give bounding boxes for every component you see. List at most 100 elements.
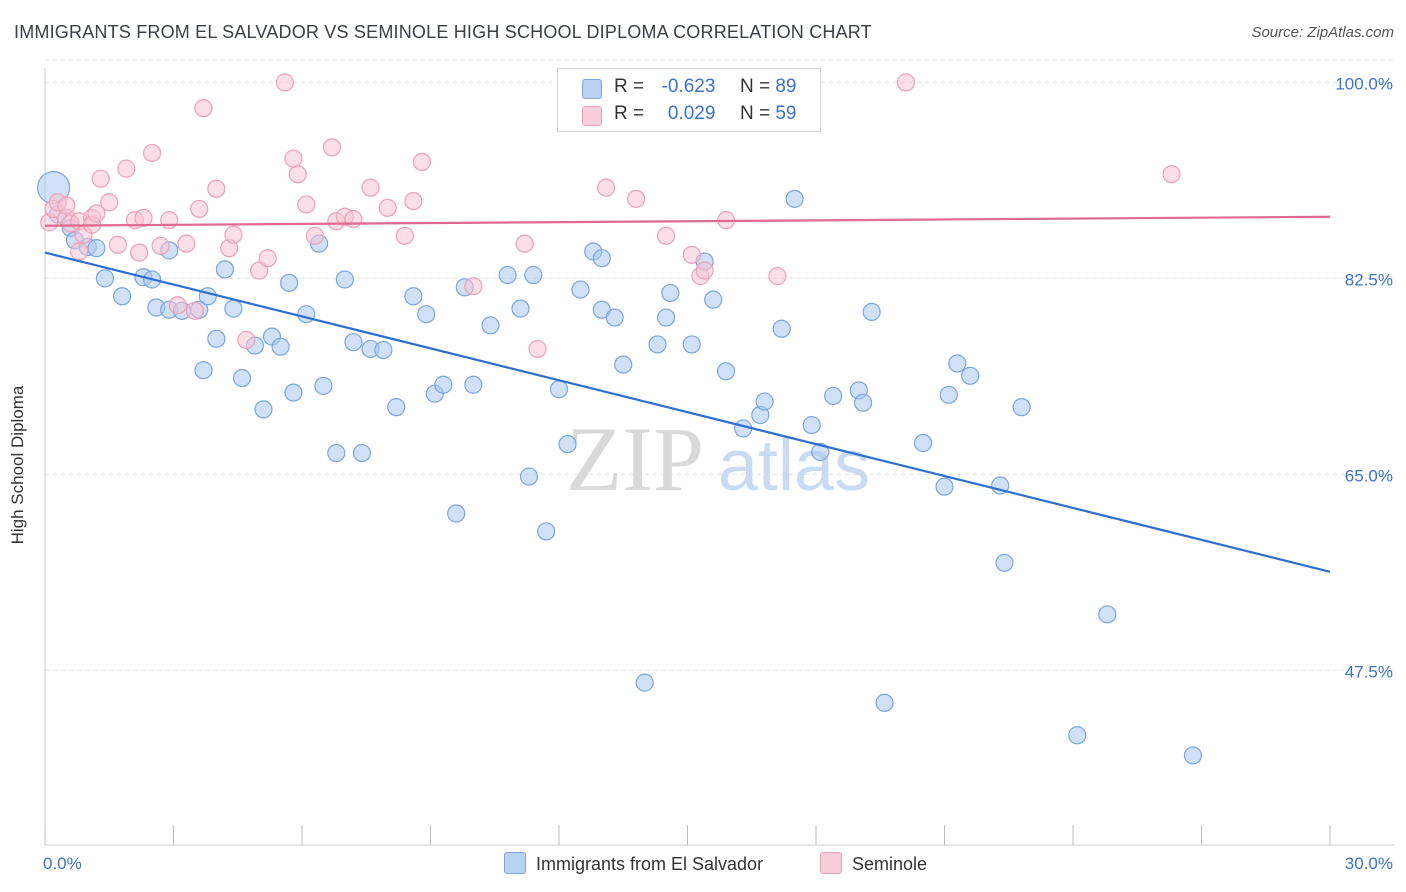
watermark: ZIP atlas	[566, 408, 870, 510]
point-pink	[117, 159, 136, 178]
point-blue	[447, 504, 466, 523]
point-pink	[130, 243, 149, 262]
point-blue	[802, 415, 821, 435]
point-blue	[592, 249, 611, 268]
trend-line-blue	[44, 251, 1331, 573]
point-blue	[434, 375, 453, 394]
point-blue	[404, 287, 423, 306]
trend-layer	[44, 215, 1331, 573]
point-blue	[232, 368, 252, 388]
point-blue	[614, 355, 633, 374]
point-blue	[935, 477, 954, 496]
point-blue	[862, 302, 881, 322]
point-pink	[288, 165, 307, 184]
point-pink	[597, 178, 616, 197]
legend-item-blue[interactable]: Immigrants from El Salvador	[504, 852, 763, 875]
point-pink	[177, 234, 196, 253]
point-pink	[151, 236, 170, 255]
point-blue	[824, 386, 843, 406]
x-tick-label-max: 30.0%	[1345, 854, 1393, 873]
point-blue	[519, 467, 539, 486]
point-blue	[913, 433, 933, 453]
point-blue	[961, 366, 980, 385]
point-pink	[412, 152, 432, 172]
point-pink	[284, 149, 303, 168]
point-pink	[361, 178, 380, 197]
blue-n-value: 89	[775, 76, 797, 97]
point-pink	[207, 179, 226, 198]
point-blue	[811, 442, 830, 462]
point-blue	[112, 287, 132, 306]
point-blue	[498, 265, 517, 285]
pink-r-value: 0.029	[667, 103, 716, 124]
point-blue	[297, 305, 316, 324]
chart-title: IMMIGRANTS FROM EL SALVADOR VS SEMINOLE …	[14, 22, 872, 42]
point-pink	[275, 73, 294, 92]
point-pink	[395, 226, 414, 245]
point-blue	[254, 400, 273, 419]
y-tick-label: 100.0%	[1335, 74, 1393, 93]
point-blue	[682, 335, 701, 354]
point-blue	[1183, 746, 1203, 765]
point-pink	[250, 261, 269, 280]
point-pink	[322, 138, 342, 157]
point-pink	[626, 189, 646, 208]
point-pink	[190, 199, 209, 219]
point-blue	[755, 392, 774, 411]
point-pink	[464, 277, 483, 296]
point-blue	[387, 398, 406, 417]
point-blue	[198, 287, 217, 306]
point-blue	[224, 299, 243, 318]
pink-n-value: 59	[775, 103, 797, 124]
point-pink	[57, 196, 76, 215]
point-pink	[185, 301, 205, 320]
point-blue	[605, 308, 624, 327]
point-pink	[160, 211, 179, 230]
point-blue	[481, 316, 500, 335]
point-blue	[648, 335, 667, 354]
point-blue	[511, 299, 530, 318]
point-pink	[168, 296, 187, 315]
point-pink	[297, 195, 316, 214]
blue-r-value: -0.623	[661, 76, 716, 97]
point-pink	[70, 242, 89, 261]
point-blue	[215, 260, 234, 279]
point-blue	[314, 376, 333, 395]
point-blue	[1098, 605, 1117, 624]
legend-blue-label: Immigrants from El Salvador	[536, 854, 764, 874]
point-pink	[656, 226, 676, 245]
legend-blue-swatch	[504, 852, 526, 874]
point-blue	[284, 383, 303, 402]
point-blue	[335, 270, 354, 289]
point-blue	[95, 269, 115, 288]
pink-n-label: N =	[739, 103, 771, 124]
point-pink	[344, 209, 363, 229]
point-blue	[704, 290, 723, 309]
point-pink	[87, 204, 106, 223]
source-label: Source: ZipAtlas.com	[1251, 24, 1394, 41]
point-pink	[108, 235, 127, 254]
point-blue	[656, 308, 676, 327]
legend-item-pink[interactable]: Seminole	[820, 852, 927, 875]
point-pink	[237, 330, 256, 350]
point-pink	[515, 234, 534, 253]
point-pink	[100, 193, 119, 212]
point-pink	[404, 191, 423, 211]
point-blue	[87, 239, 106, 258]
point-blue	[549, 380, 569, 399]
y-tick-label: 82.5%	[1345, 270, 1393, 289]
blue-swatch	[582, 79, 602, 99]
point-pink	[682, 245, 701, 264]
point-blue	[661, 283, 680, 303]
legend-pink-swatch	[820, 852, 842, 874]
point-pink	[224, 225, 243, 244]
point-blue	[352, 443, 372, 463]
point-pink	[194, 99, 213, 118]
point-blue	[1012, 398, 1031, 417]
point-blue	[327, 443, 346, 463]
tick-labels: 47.5% 65.0% 82.5% 100.0% 0.0% 30.0%	[43, 74, 1393, 873]
point-blue	[194, 361, 213, 380]
point-blue	[854, 393, 873, 412]
point-blue	[571, 280, 590, 299]
point-blue	[995, 553, 1014, 572]
